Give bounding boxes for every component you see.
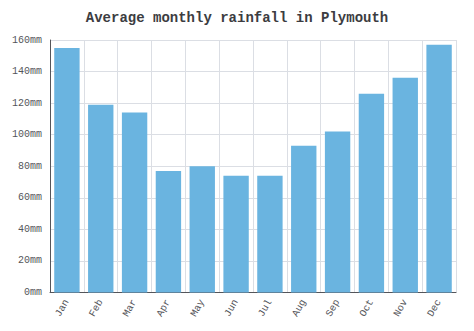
- svg-text:60mm: 60mm: [18, 192, 42, 203]
- svg-text:Dec: Dec: [425, 298, 444, 319]
- svg-text:Aug: Aug: [290, 298, 309, 319]
- svg-text:Apr: Apr: [155, 298, 174, 319]
- svg-text:40mm: 40mm: [18, 224, 42, 235]
- svg-text:Sep: Sep: [324, 298, 343, 319]
- svg-text:80mm: 80mm: [18, 161, 42, 172]
- svg-text:Average monthly rainfall in Pl: Average monthly rainfall in Plymouth: [86, 10, 388, 26]
- svg-text:100mm: 100mm: [12, 129, 42, 140]
- svg-text:May: May: [188, 298, 207, 319]
- svg-text:Jun: Jun: [222, 298, 241, 319]
- svg-text:160mm: 160mm: [12, 35, 42, 46]
- svg-text:Nov: Nov: [391, 298, 410, 319]
- svg-text:Oct: Oct: [358, 298, 377, 319]
- svg-text:140mm: 140mm: [12, 66, 42, 77]
- svg-text:Mar: Mar: [121, 298, 140, 319]
- svg-text:0mm: 0mm: [24, 287, 42, 298]
- svg-text:Jul: Jul: [256, 298, 275, 319]
- svg-text:Feb: Feb: [87, 298, 106, 319]
- svg-text:120mm: 120mm: [12, 98, 42, 109]
- svg-text:20mm: 20mm: [18, 255, 42, 266]
- svg-text:Jan: Jan: [53, 298, 72, 319]
